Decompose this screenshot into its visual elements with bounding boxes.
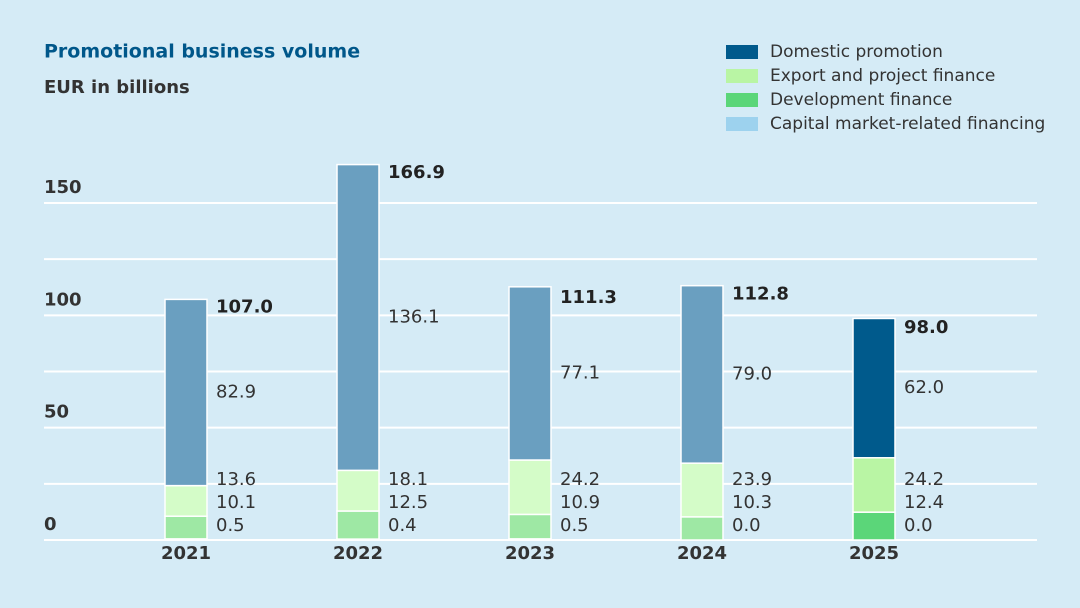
x-tick-label: 2025 [849,543,899,564]
legend-label: Domestic promotion [770,42,943,62]
chart-subtitle: EUR in billions [44,77,190,98]
data-label: 0.5 [216,515,245,536]
x-tick-label: 2024 [677,543,727,564]
bar-segment [336,163,380,472]
bar-segment [680,284,724,464]
data-label: 10.1 [216,492,256,513]
legend-label: Export and project finance [770,66,995,86]
data-label: 0.0 [732,515,761,536]
chart-title: Promotional business volume [44,41,360,63]
bar-segment [336,469,380,512]
data-label: 12.5 [388,492,428,513]
data-label: 79.0 [732,363,772,384]
data-label: 0.0 [904,515,933,536]
legend-swatch [726,69,758,83]
data-label: 62.0 [904,377,944,398]
legend-swatch [726,117,758,131]
bar-segment [852,317,896,459]
total-label: 107.0 [216,297,273,318]
legend-swatch [726,45,758,59]
data-label: 23.9 [732,469,772,490]
data-label: 77.1 [560,362,600,383]
bar-segment [164,515,208,540]
y-tick-label: 0 [44,514,57,535]
data-label: 0.4 [388,515,417,536]
data-label: 18.1 [388,469,428,490]
bar-segment [852,511,896,541]
bar-segment [508,513,552,540]
legend-label: Development finance [770,90,952,110]
data-label: 10.3 [732,492,772,513]
bar-segment [508,459,552,516]
data-label: 13.6 [216,469,256,490]
bar-segment [852,457,896,513]
bar-segment [508,286,552,461]
data-label: 10.9 [560,492,600,513]
bar-segment [164,484,208,517]
bar-segment [336,510,380,540]
data-label: 24.2 [560,469,600,490]
data-label: 24.2 [904,469,944,490]
total-label: 98.0 [904,317,948,338]
data-label: 82.9 [216,382,256,403]
y-tick-label: 50 [44,402,69,423]
total-label: 112.8 [732,284,789,305]
bar-segment [164,298,208,487]
y-tick-label: 100 [44,289,82,310]
y-tick-label: 150 [44,177,82,198]
legend-label: Capital market-related financing [770,114,1045,134]
x-tick-label: 2022 [333,543,383,564]
bar-segment [680,462,724,518]
total-label: 111.3 [560,287,617,308]
data-label: 136.1 [388,306,440,327]
total-label: 166.9 [388,162,445,183]
legend-swatch [726,93,758,107]
data-label: 0.5 [560,515,589,536]
x-tick-label: 2021 [161,543,211,564]
x-tick-label: 2023 [505,543,555,564]
bar-segment [680,516,724,541]
data-label: 12.4 [904,492,944,513]
